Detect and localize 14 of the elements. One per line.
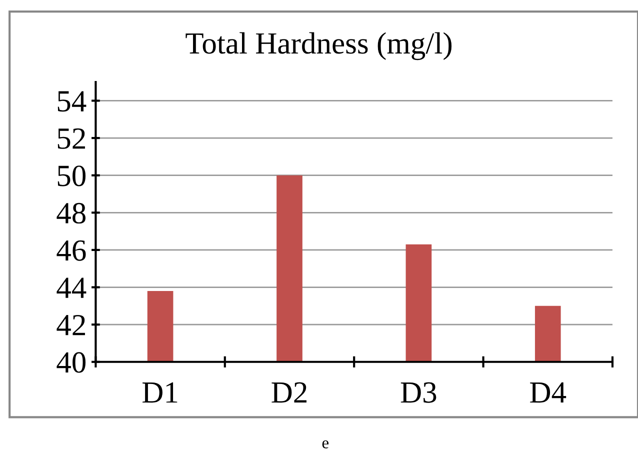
y-tick-label: 46 bbox=[56, 240, 86, 261]
x-tick-label: D3 bbox=[400, 382, 436, 403]
y-tick-label: 52 bbox=[58, 128, 85, 149]
y-tick-label: 42 bbox=[56, 314, 85, 336]
y-tick-label: 54 bbox=[58, 91, 86, 112]
text: e bbox=[322, 440, 328, 448]
x-tick-label: D1 bbox=[142, 382, 178, 403]
y-tick-label: 50 bbox=[58, 166, 86, 186]
chart-title: Total Hardness (mg/l) bbox=[186, 32, 452, 60]
y-tick-label: 40 bbox=[56, 352, 86, 373]
x-tick-label: D2 bbox=[272, 382, 306, 403]
y-tick-label: 44 bbox=[56, 278, 86, 298]
y-tick-label: 48 bbox=[56, 202, 86, 224]
x-tick-label: D4 bbox=[530, 382, 566, 403]
